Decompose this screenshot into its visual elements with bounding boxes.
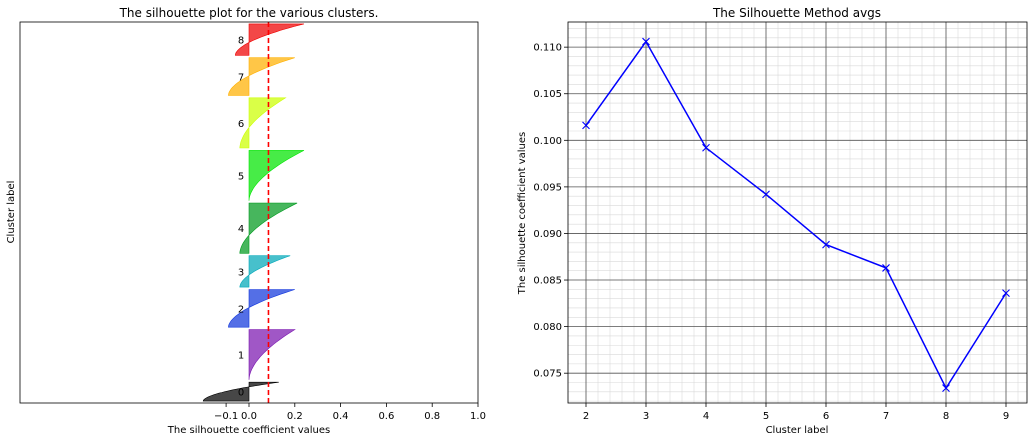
cluster-2-label: 2 bbox=[238, 304, 244, 315]
data-point-k-9 bbox=[1002, 289, 1010, 297]
data-point-k-5 bbox=[762, 190, 770, 199]
cluster-1-label: 1 bbox=[238, 351, 244, 362]
cluster-6-silhouette bbox=[239, 97, 287, 149]
right-x-tick-label: 4 bbox=[703, 411, 709, 422]
data-point-k-6 bbox=[822, 240, 830, 249]
cluster-0-silhouette bbox=[202, 381, 279, 402]
left-x-tick-label: 0.0 bbox=[241, 411, 257, 422]
right-x-tick-label: 2 bbox=[583, 411, 589, 422]
cluster-0-label: 0 bbox=[238, 388, 244, 399]
cluster-7-label: 7 bbox=[238, 73, 244, 84]
data-point-k-7 bbox=[882, 264, 890, 272]
data-point-k-2 bbox=[582, 121, 590, 130]
cluster-6-label: 6 bbox=[238, 119, 244, 130]
left-y-axis-label: Cluster label bbox=[6, 181, 17, 244]
right-y-tick-label: 0.090 bbox=[533, 229, 562, 240]
right-y-tick-label: 0.110 bbox=[533, 43, 562, 54]
cluster-5-label: 5 bbox=[238, 172, 244, 183]
right-y-tick-label: 0.075 bbox=[533, 369, 562, 380]
right-x-tick-label: 7 bbox=[883, 411, 889, 422]
cluster-1-silhouette bbox=[248, 329, 296, 380]
right-y-tick-label: 0.085 bbox=[533, 276, 562, 287]
right-y-tick-label: 0.095 bbox=[533, 182, 562, 193]
cluster-8-label: 8 bbox=[238, 36, 244, 47]
left-x-tick-label: 0.6 bbox=[378, 411, 394, 422]
cluster-2-silhouette bbox=[228, 289, 295, 328]
left-chart-title: The silhouette plot for the various clus… bbox=[119, 6, 379, 20]
left-x-axis-label: The silhouette coefficient values bbox=[167, 425, 331, 436]
right-plot-frame bbox=[567, 21, 1028, 404]
right-x-tick-label: 9 bbox=[1003, 411, 1009, 422]
cluster-4-silhouette bbox=[239, 202, 298, 254]
data-point-k-4 bbox=[702, 143, 710, 152]
cluster-3-silhouette bbox=[239, 255, 291, 288]
cluster-4-label: 4 bbox=[238, 224, 244, 235]
cluster-3-label: 3 bbox=[238, 267, 244, 278]
silhouette-avg-series-line bbox=[585, 40, 1007, 390]
left-x-tick-label: 0.8 bbox=[424, 411, 440, 422]
cluster-5-silhouette bbox=[248, 150, 305, 201]
left-x-tick-label: 0.2 bbox=[287, 411, 303, 422]
right-x-axis-label: Cluster label bbox=[766, 425, 829, 436]
right-y-axis-label: The silhouette coefficient values bbox=[517, 132, 528, 296]
silhouette-plot: The silhouette plot for the various clus… bbox=[6, 6, 486, 436]
silhouette-avg-line-chart: The Silhouette Method avgs 2 3 4 5 6 7 8 9 0.07… bbox=[517, 6, 1028, 436]
left-x-tick-label: 0.4 bbox=[333, 411, 349, 422]
data-point-k-8 bbox=[942, 384, 950, 392]
cluster-7-silhouette bbox=[228, 57, 295, 96]
right-x-tick-label: 8 bbox=[943, 411, 949, 422]
right-plot-background bbox=[568, 22, 1027, 403]
right-chart-title: The Silhouette Method avgs bbox=[712, 6, 881, 20]
right-y-tick-label: 0.100 bbox=[533, 136, 562, 147]
data-point-k-3 bbox=[642, 37, 650, 46]
cluster-8-silhouette bbox=[234, 23, 305, 56]
right-x-tick-label: 5 bbox=[763, 411, 769, 422]
right-y-tick-label: 0.105 bbox=[533, 89, 562, 100]
right-y-tick-label: 0.080 bbox=[533, 322, 562, 333]
right-x-tick-label: 6 bbox=[823, 411, 829, 422]
right-x-tick-label: 3 bbox=[643, 411, 649, 422]
left-x-tick-label: −0.1 bbox=[214, 411, 238, 422]
left-x-tick-label: 1.0 bbox=[470, 411, 486, 422]
